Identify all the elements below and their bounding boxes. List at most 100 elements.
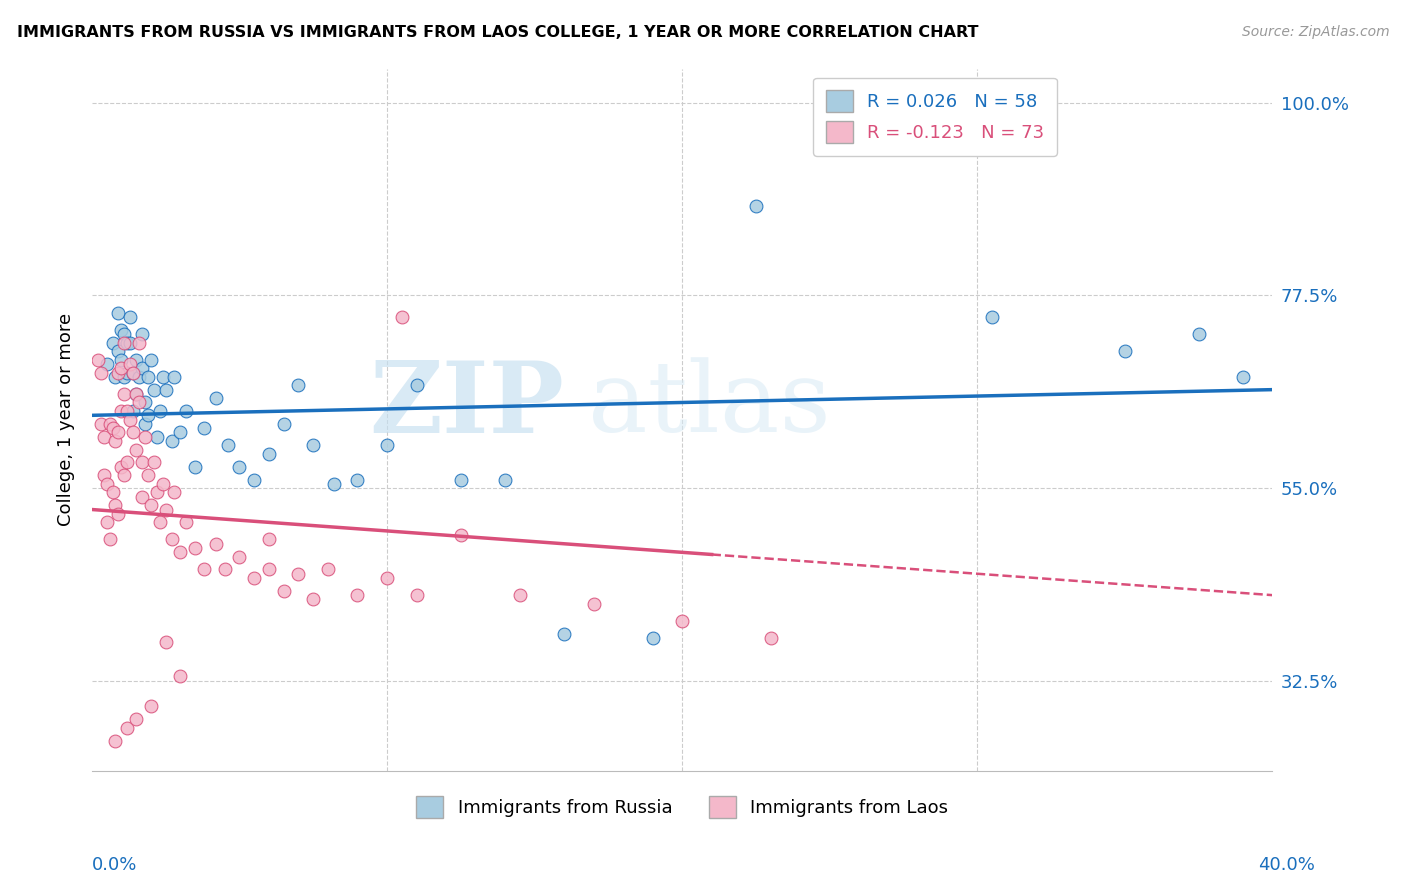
Point xyxy=(131,361,153,376)
Point xyxy=(101,485,124,500)
Point xyxy=(146,430,169,444)
Point xyxy=(93,468,115,483)
Point xyxy=(90,417,112,431)
Point xyxy=(169,669,191,683)
Point xyxy=(131,455,153,469)
Legend: Immigrants from Russia, Immigrants from Laos: Immigrants from Russia, Immigrants from … xyxy=(409,789,955,825)
Point xyxy=(139,498,162,512)
Point xyxy=(322,476,344,491)
Point xyxy=(96,357,118,371)
Point xyxy=(139,699,162,714)
Point xyxy=(204,391,226,405)
Point xyxy=(142,455,165,469)
Point xyxy=(375,438,398,452)
Point xyxy=(131,490,153,504)
Point xyxy=(128,395,150,409)
Point xyxy=(131,326,153,341)
Point xyxy=(184,459,207,474)
Point xyxy=(125,352,148,367)
Point xyxy=(107,344,129,359)
Point xyxy=(169,425,191,440)
Point xyxy=(405,588,427,602)
Point xyxy=(125,387,148,401)
Point xyxy=(104,369,127,384)
Point xyxy=(107,305,129,319)
Point xyxy=(149,404,172,418)
Point xyxy=(112,468,135,483)
Point xyxy=(759,631,782,645)
Point xyxy=(90,366,112,380)
Text: IMMIGRANTS FROM RUSSIA VS IMMIGRANTS FROM LAOS COLLEGE, 1 YEAR OR MORE CORRELATI: IMMIGRANTS FROM RUSSIA VS IMMIGRANTS FRO… xyxy=(17,25,979,40)
Point xyxy=(228,549,250,564)
Point xyxy=(120,310,142,324)
Point xyxy=(112,326,135,341)
Point xyxy=(316,562,339,576)
Point xyxy=(160,434,183,448)
Point xyxy=(391,310,413,324)
Point xyxy=(125,387,148,401)
Point xyxy=(107,425,129,440)
Point xyxy=(152,369,174,384)
Point xyxy=(176,404,198,418)
Point xyxy=(204,537,226,551)
Point xyxy=(1114,344,1136,359)
Point xyxy=(110,352,132,367)
Point xyxy=(582,597,605,611)
Point xyxy=(104,733,127,747)
Point xyxy=(169,545,191,559)
Point xyxy=(104,498,127,512)
Point xyxy=(120,357,142,371)
Point xyxy=(287,378,309,392)
Point xyxy=(107,507,129,521)
Point xyxy=(117,366,139,380)
Point xyxy=(641,631,664,645)
Point xyxy=(112,387,135,401)
Point xyxy=(134,395,156,409)
Point xyxy=(152,476,174,491)
Point xyxy=(346,473,368,487)
Point xyxy=(155,502,177,516)
Point xyxy=(120,335,142,350)
Point xyxy=(848,126,870,140)
Point xyxy=(184,541,207,555)
Point xyxy=(122,366,145,380)
Point xyxy=(101,335,124,350)
Point xyxy=(981,310,1004,324)
Point xyxy=(87,352,110,367)
Point xyxy=(257,562,280,576)
Text: Source: ZipAtlas.com: Source: ZipAtlas.com xyxy=(1241,25,1389,39)
Point xyxy=(176,516,198,530)
Point xyxy=(117,721,139,735)
Point xyxy=(120,412,142,426)
Point xyxy=(128,335,150,350)
Point xyxy=(214,562,236,576)
Point xyxy=(139,352,162,367)
Point xyxy=(243,473,266,487)
Point xyxy=(136,369,159,384)
Text: ZIP: ZIP xyxy=(370,357,564,454)
Point xyxy=(98,417,121,431)
Point xyxy=(346,588,368,602)
Point xyxy=(155,383,177,397)
Point xyxy=(273,583,295,598)
Point xyxy=(136,468,159,483)
Point xyxy=(117,404,139,418)
Point xyxy=(134,430,156,444)
Point xyxy=(136,409,159,423)
Point xyxy=(134,417,156,431)
Point xyxy=(112,369,135,384)
Point xyxy=(494,473,516,487)
Point xyxy=(98,533,121,547)
Point xyxy=(193,562,215,576)
Point xyxy=(160,533,183,547)
Point xyxy=(110,361,132,376)
Point xyxy=(450,473,472,487)
Text: 0.0%: 0.0% xyxy=(91,856,136,874)
Point xyxy=(228,459,250,474)
Point xyxy=(1232,369,1254,384)
Point xyxy=(302,592,325,607)
Point xyxy=(110,323,132,337)
Point xyxy=(110,404,132,418)
Point xyxy=(149,516,172,530)
Point xyxy=(509,588,531,602)
